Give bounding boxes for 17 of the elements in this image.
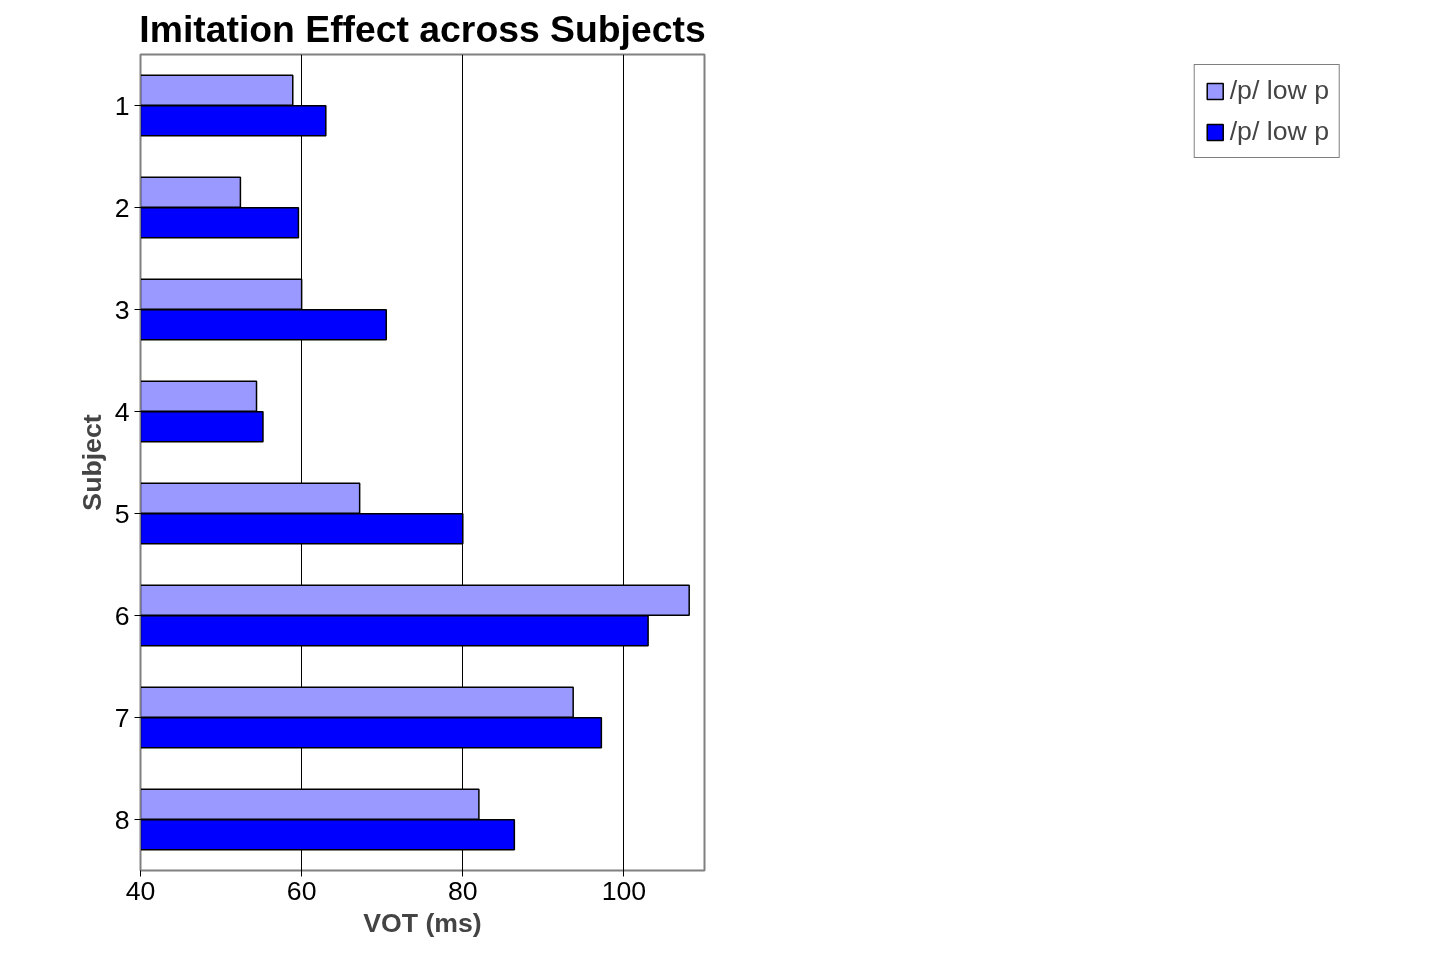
x-tick-label: 60 [286,875,317,906]
y-tick-label: 1 [114,90,130,121]
x-tick-label: 80 [447,875,478,906]
y-tick-label: 7 [114,702,130,733]
legend-label: /p/ low p [1229,116,1329,147]
y-axis-title: Subject [76,414,107,511]
x-tick-label: 100 [601,875,647,906]
x-tick-label: 40 [125,875,156,906]
y-tick-label: 6 [114,600,130,631]
y-tick-label: 8 [114,804,130,835]
y-tick-label: 3 [114,294,130,325]
chart-title: Imitation Effect across Subjects [139,7,706,50]
y-tick-label: 5 [114,498,130,529]
x-axis-title: VOT (ms) [363,907,482,938]
y-tick-label: 2 [114,192,130,223]
y-tick-label: 4 [114,396,130,427]
legend-label: /p/ low p [1229,75,1329,106]
